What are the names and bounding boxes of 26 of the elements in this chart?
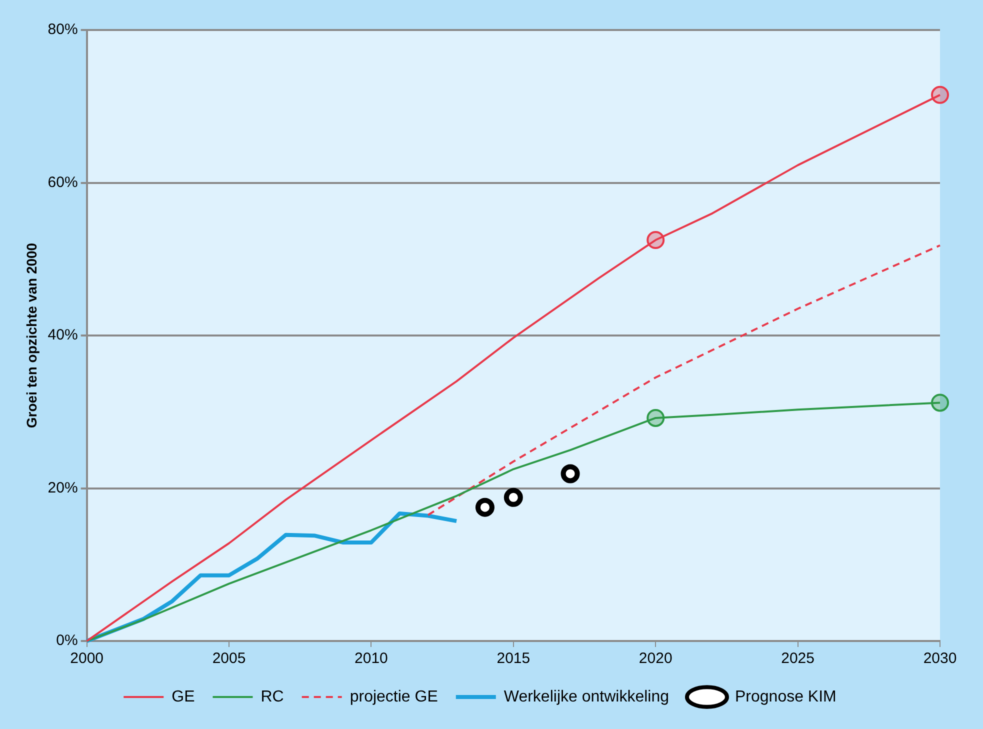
legend-label: RC	[260, 688, 284, 706]
y-tick-label: 20%	[48, 479, 78, 496]
y-tick-label: 40%	[48, 326, 78, 344]
x-tick-label: 2000	[70, 650, 104, 668]
y-tick-label: 80%	[48, 21, 78, 38]
y-axis-title: Groei ten opzichte van 2000	[23, 242, 40, 428]
point	[560, 464, 580, 484]
point	[475, 498, 494, 517]
y-tick-label: 60%	[48, 174, 78, 191]
x-tick-label: 2005	[212, 650, 246, 668]
x-tick-label: 2010	[354, 650, 388, 668]
point	[931, 86, 949, 104]
x-tick-label: 2015	[496, 650, 530, 668]
legend-label: GE	[172, 688, 195, 706]
line-series	[427, 244, 941, 516]
point	[646, 408, 665, 427]
legend-label: projectie GE	[350, 688, 438, 706]
legend-label: Werkelijke ontwikkeling	[504, 688, 669, 706]
point	[646, 231, 665, 250]
legend-label: Prognose KIM	[734, 688, 836, 706]
point	[504, 488, 523, 507]
x-tick-label: 2020	[638, 650, 672, 668]
point	[931, 394, 949, 412]
y-tick-label: 0%	[56, 632, 78, 650]
x-tick-label: 2025	[781, 650, 814, 668]
x-tick-label: 2030	[923, 650, 957, 668]
